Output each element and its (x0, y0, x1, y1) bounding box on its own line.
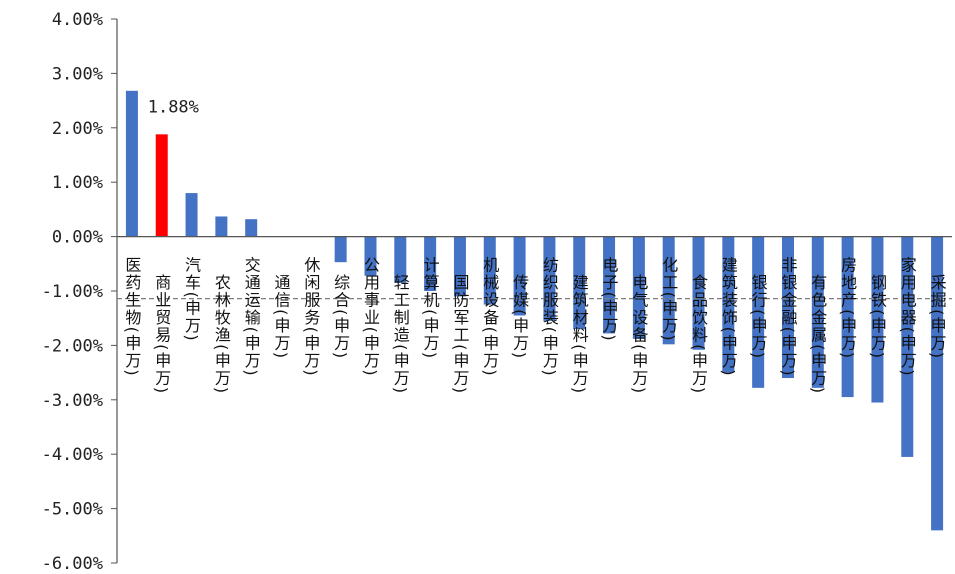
y-tick-label: 4.00% (52, 10, 103, 30)
category-label: 房地产(申万) (838, 257, 857, 360)
category-label: 家用电器(申万) (898, 257, 917, 377)
category-label: 有色金属(申万) (808, 274, 827, 394)
category-label: 汽车(申万) (182, 257, 201, 342)
bar (186, 193, 198, 237)
category-label: 采掘(申万) (928, 274, 947, 359)
category-label: 交通运输(申万) (242, 257, 261, 377)
category-label: 银行(申万) (749, 274, 768, 359)
bar (156, 134, 168, 236)
category-label: 化工(申万) (659, 257, 678, 342)
y-tick-label: -4.00% (42, 445, 103, 465)
category-label: 医药生物(申万) (122, 257, 141, 377)
category-label: 食品饮料(申万) (689, 274, 708, 394)
category-label: 非银金融(申万) (778, 257, 797, 377)
category-label: 休闲服务(申万) (301, 257, 320, 377)
data-labels: 1.88% (148, 97, 199, 117)
category-label: 轻工制造(申万) (391, 274, 410, 394)
bar (335, 237, 347, 263)
y-tick-label: 3.00% (52, 64, 103, 84)
category-labels: 医药生物(申万) 商业贸易(申万) 汽车(申万) 农林牧渔(申万) 交通运输(申万) 通信… (122, 257, 946, 395)
category-label: 机械设备(申万) (480, 257, 499, 377)
category-label: 综合(申万) (331, 274, 350, 359)
y-tick-label: -1.00% (42, 282, 103, 302)
y-tick-label: -3.00% (42, 391, 103, 411)
y-tick-label: 1.00% (52, 173, 103, 193)
category-label: 农林牧渔(申万) (212, 274, 231, 394)
category-label: 公用事业(申万) (361, 257, 380, 377)
y-axis-ticks: 4.00% 3.00% 2.00% 1.00% 0.00% -1.00% -2.00% -3.… (42, 10, 117, 574)
bar (126, 91, 138, 237)
category-label: 建筑材料(申万) (570, 274, 589, 394)
y-tick-label: 0.00% (52, 228, 103, 248)
bar (215, 216, 227, 236)
data-label: 1.88% (148, 97, 199, 117)
y-tick-label: -5.00% (42, 500, 103, 520)
y-tick-label: -2.00% (42, 336, 103, 356)
category-label: 电气设备(申万) (629, 274, 648, 394)
bar (245, 219, 257, 236)
category-label: 传媒(申万) (510, 274, 529, 359)
category-label: 通信(申万) (272, 274, 291, 359)
category-label: 商业贸易(申万) (152, 274, 171, 394)
category-label: 建筑装饰(申万) (719, 257, 738, 377)
category-label: 纺织服装(申万) (540, 257, 559, 377)
y-tick-label: 2.00% (52, 119, 103, 139)
category-label: 计算机(申万) (421, 257, 440, 360)
y-tick-label: -6.00% (42, 554, 103, 574)
category-label: 钢铁(申万) (868, 274, 887, 359)
category-label: 国防军工(申万) (450, 274, 469, 394)
category-label: 电子(申万) (600, 257, 619, 342)
